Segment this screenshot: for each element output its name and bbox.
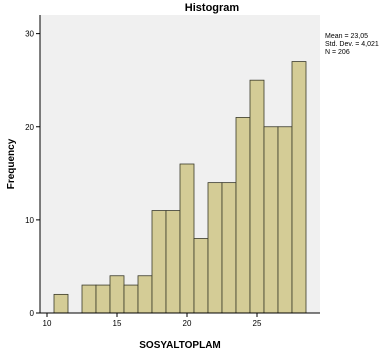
histogram-bar [249, 79, 265, 314]
histogram-bar [81, 284, 97, 314]
histogram-bar [123, 284, 139, 314]
chart-title: Histogram [185, 2, 240, 14]
stats-box: Mean = 23,05 Std. Dev. = 4,021 N = 206 [325, 33, 379, 56]
x-axis-label: SOSYALTOPLAM [139, 340, 221, 351]
histogram-bar [263, 126, 279, 314]
y-axis-label: Frequency [6, 138, 17, 189]
axes-group: 0 10 20 30 10 15 20 25 [25, 15, 320, 328]
y-tick-label: 30 [25, 30, 34, 39]
x-tick-label: 10 [43, 319, 52, 328]
y-tick-label: 20 [25, 123, 34, 132]
histogram-bar [53, 293, 69, 314]
histogram-bar [291, 61, 307, 314]
histogram-bar [109, 275, 125, 314]
histogram-bar [277, 126, 293, 314]
x-tick-label: 15 [113, 319, 122, 328]
y-tick-label: 10 [25, 216, 34, 225]
histogram-bar [235, 117, 251, 314]
histogram-bar [137, 275, 153, 314]
histogram-bar [179, 163, 195, 314]
stats-mean: Mean = 23,05 [325, 33, 368, 40]
histogram-bar [151, 210, 167, 314]
histogram-bar [193, 238, 209, 314]
y-tick-label: 0 [30, 309, 35, 318]
x-tick-label: 20 [183, 319, 192, 328]
stats-n: N = 206 [325, 49, 350, 56]
histogram-bar [221, 182, 237, 314]
histogram-bar [165, 210, 181, 314]
stats-std-dev: Std. Dev. = 4,021 [325, 41, 379, 48]
histogram-bar [207, 182, 223, 314]
histogram-bar [95, 284, 111, 314]
x-tick-label: 25 [253, 319, 262, 328]
